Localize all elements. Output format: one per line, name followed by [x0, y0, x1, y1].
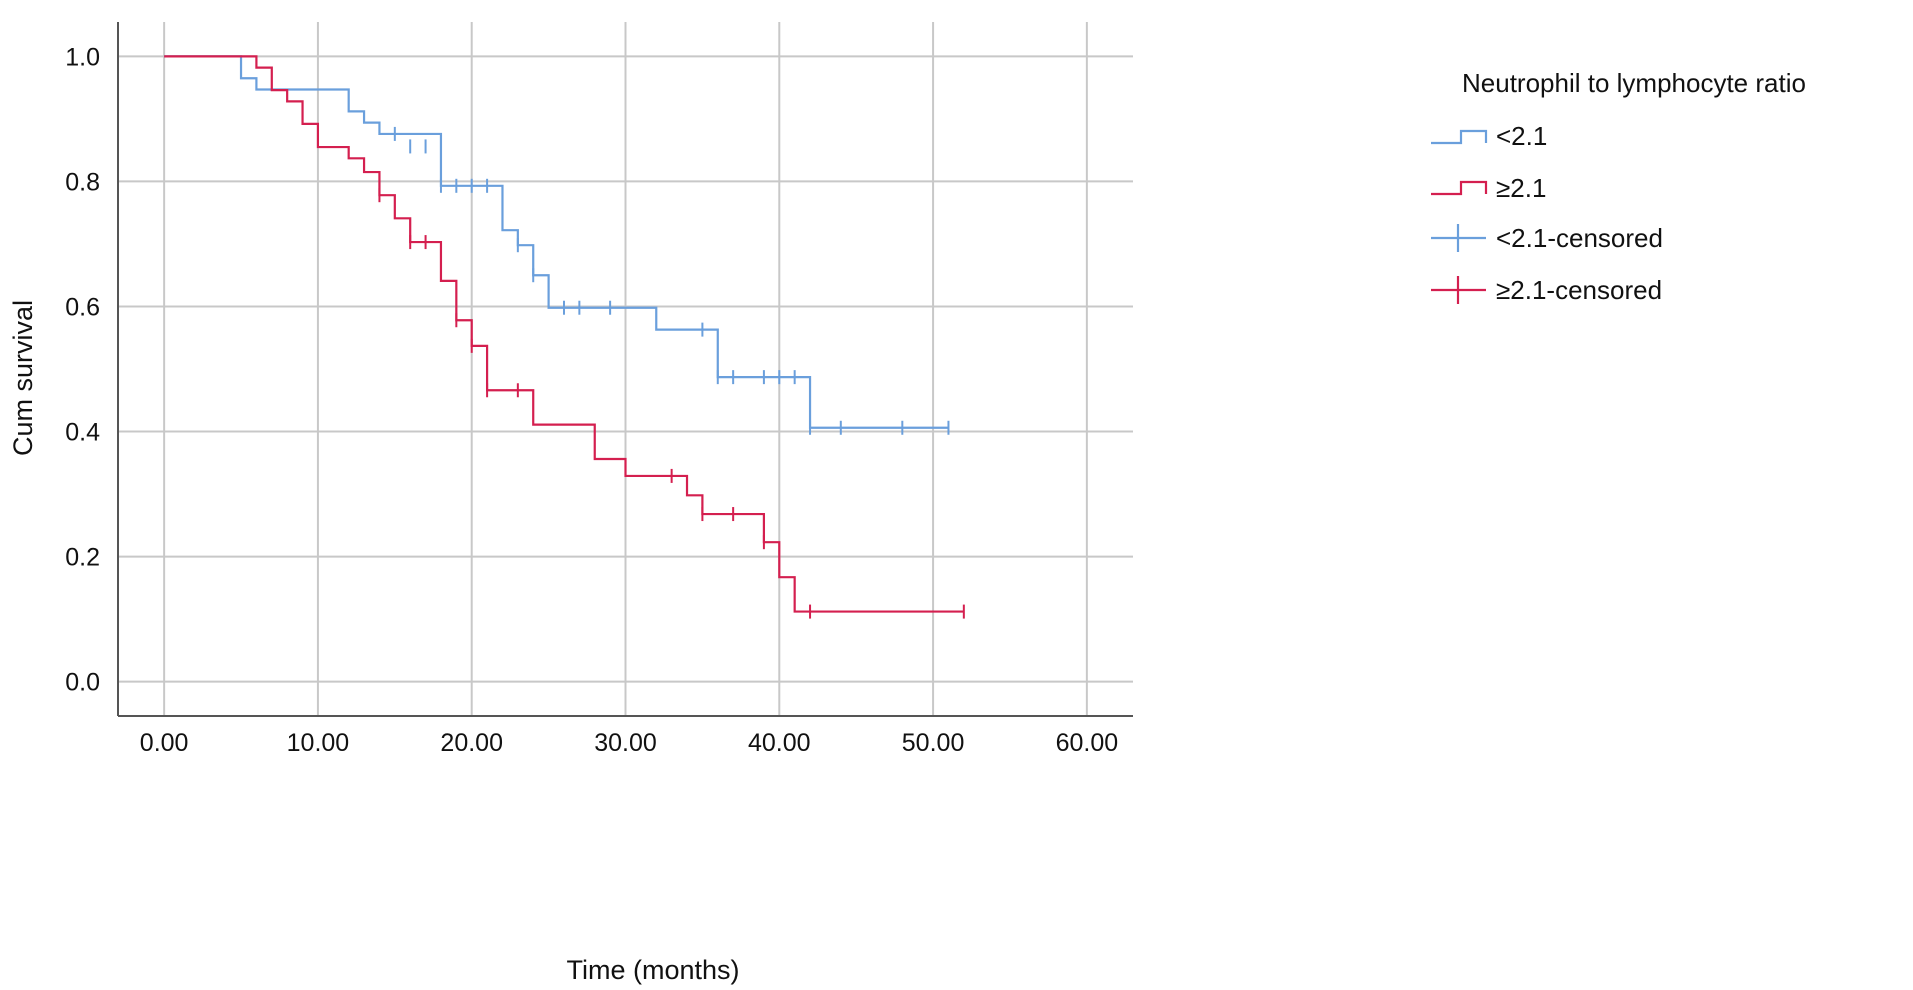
legend-swatch-high-nlr-step: [1431, 180, 1488, 196]
x-tick-label: 0.00: [140, 729, 189, 757]
legend-item-high-nlr: ≥2.1: [1431, 173, 1546, 203]
legend-item-high-nlr-censored: ≥2.1-censored: [1431, 275, 1662, 305]
x-axis-title: Time (months): [566, 955, 739, 985]
x-tick-label: 20.00: [440, 729, 503, 757]
censor-marks: [378, 126, 965, 619]
legend-label-high-nlr-censored: ≥2.1-censored: [1496, 275, 1662, 305]
legend-label-low-nlr-censored: <2.1-censored: [1496, 223, 1663, 253]
x-tick-label: 60.00: [1056, 729, 1119, 757]
y-tick-label: 0.6: [65, 293, 100, 321]
y-tick-label: 0.4: [65, 419, 100, 447]
y-tick-label: 0.2: [65, 544, 100, 572]
legend-swatch-low-nlr-step: [1431, 129, 1488, 145]
grid-lines: [118, 22, 1133, 716]
y-axis-title: Cum survival: [8, 300, 38, 456]
plot-series: [164, 55, 964, 613]
x-tick-label: 50.00: [902, 729, 965, 757]
survival-curve-high-nlr: [164, 55, 964, 613]
y-tick-label: 0.8: [65, 168, 100, 196]
x-tick-label: 10.00: [287, 729, 350, 757]
legend-title: Neutrophil to lymphocyte ratio: [1462, 68, 1806, 98]
survival-curve-low-nlr: [164, 55, 949, 429]
legend: Neutrophil to lymphocyte ratio <2.1 ≥2.1…: [1431, 68, 1806, 305]
x-tick-label: 30.00: [594, 729, 657, 757]
legend-label-low-nlr: <2.1: [1496, 121, 1547, 151]
x-tick-label: 40.00: [748, 729, 811, 757]
axes: [117, 22, 1133, 717]
y-tick-label: 1.0: [65, 43, 100, 71]
legend-label-high-nlr: ≥2.1: [1496, 173, 1546, 203]
y-tick-label: 0.0: [65, 669, 100, 697]
tick-labels: 0.00 10.00 20.00 30.00 40.00 50.00 60.00 0.0 0.2…: [65, 43, 1118, 757]
legend-item-low-nlr-censored: <2.1-censored: [1431, 223, 1663, 253]
legend-item-low-nlr: <2.1: [1431, 121, 1547, 151]
